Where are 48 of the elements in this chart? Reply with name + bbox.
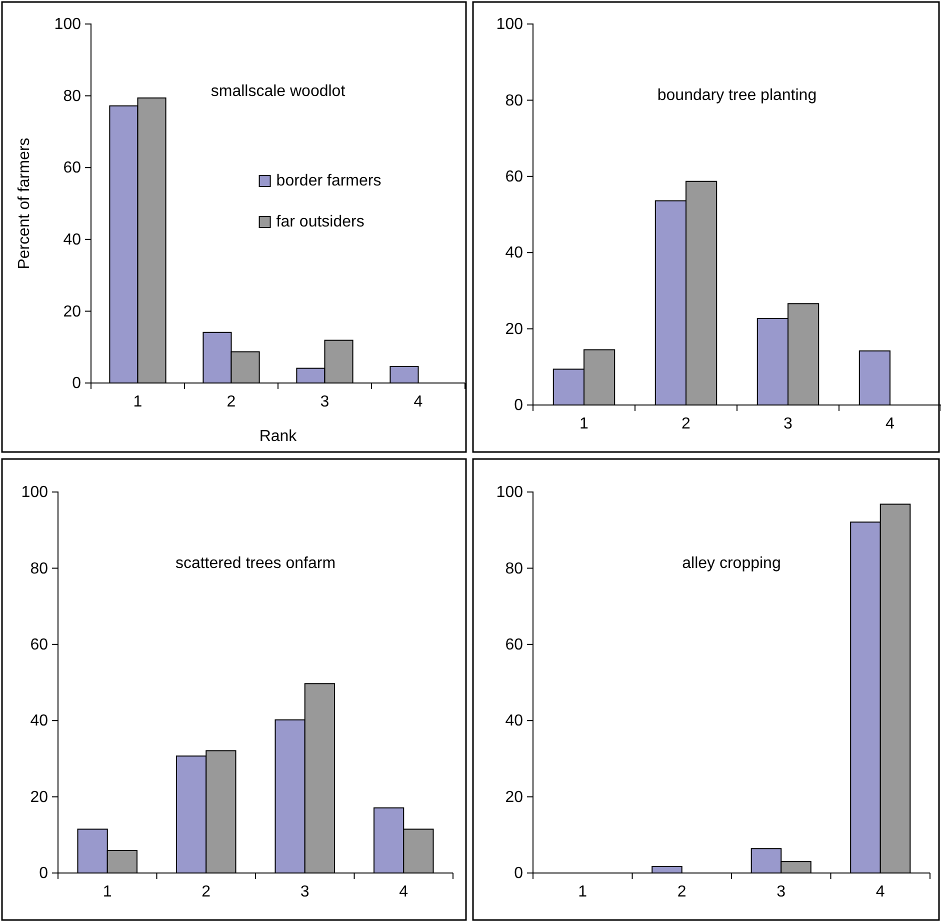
- x-tick-label: 2: [677, 883, 686, 900]
- y-tick-label: 0: [39, 865, 48, 882]
- x-tick-label: 3: [300, 883, 310, 900]
- y-tick-label: 100: [21, 484, 48, 502]
- x-tick-label: 2: [682, 415, 691, 432]
- y-tick-label: 100: [54, 16, 82, 34]
- x-tick-label: 1: [133, 393, 142, 410]
- y-tick-label: 0: [514, 865, 524, 882]
- y-tick-label: 60: [30, 636, 48, 654]
- y-tick-label: 0: [72, 375, 82, 392]
- y-tick-label: 20: [505, 320, 524, 338]
- x-tick-label: 1: [580, 415, 589, 432]
- x-tick-label: 4: [886, 415, 895, 432]
- x-tick-label: 4: [876, 883, 885, 900]
- y-tick-label: 0: [514, 397, 524, 414]
- y-tick-label: 20: [505, 788, 524, 806]
- legend-label: far outsiders: [276, 214, 364, 231]
- y-tick-label: 100: [496, 16, 524, 34]
- y-tick-label: 40: [30, 712, 48, 730]
- text: scattered trees onfarm: [175, 555, 336, 572]
- y-tick-label: 60: [505, 168, 524, 186]
- y-tick-label: 80: [30, 560, 48, 578]
- text: boundary tree planting: [657, 87, 817, 104]
- y-tick-label: 20: [30, 788, 48, 806]
- y-tick-label: 80: [63, 88, 82, 105]
- y-tick-label: 60: [505, 636, 524, 654]
- x-tick-label: 3: [320, 393, 330, 410]
- x-tick-label: 1: [578, 883, 588, 900]
- x-axis-title: Rank: [259, 428, 298, 445]
- y-tick-label: 20: [63, 303, 82, 320]
- x-tick-label: 1: [102, 883, 112, 900]
- y-tick-label: 80: [505, 560, 524, 578]
- x-tick-label: 2: [202, 883, 211, 900]
- y-tick-label: 100: [496, 484, 524, 502]
- x-tick-label: 2: [226, 393, 236, 410]
- x-tick-label: 4: [414, 393, 423, 410]
- y-tick-label: 60: [63, 160, 82, 177]
- text: smallscale woodlot: [210, 82, 346, 100]
- y-tick-label: 40: [505, 244, 524, 262]
- y-tick-label: 40: [63, 232, 82, 249]
- y-tick-label: 40: [505, 712, 524, 730]
- x-tick-label: 4: [399, 883, 408, 900]
- y-axis-title: Percent of farmers: [16, 138, 33, 270]
- x-tick-label: 3: [776, 883, 786, 900]
- text: alley cropping: [682, 555, 781, 572]
- x-tick-label: 3: [784, 415, 793, 432]
- y-tick-label: 80: [505, 92, 524, 110]
- legend-label: border farmers: [276, 172, 382, 190]
